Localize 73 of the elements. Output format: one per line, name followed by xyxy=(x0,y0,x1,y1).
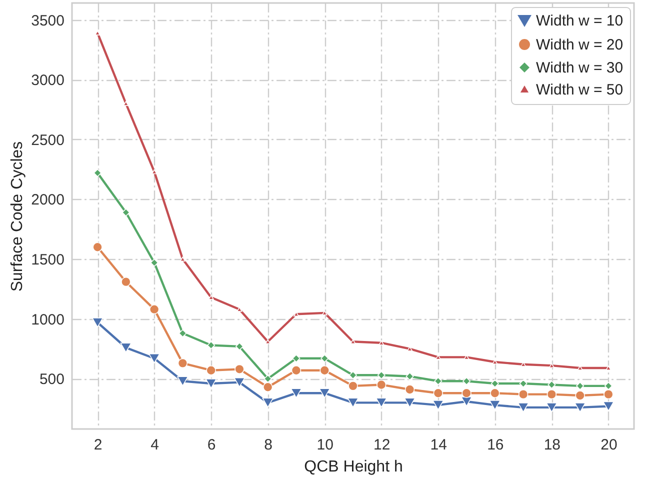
y-tick-label: 1000 xyxy=(31,311,64,328)
y-tick-label: 3500 xyxy=(31,12,64,30)
point xyxy=(604,382,612,390)
point xyxy=(404,398,416,408)
point xyxy=(92,242,102,252)
point xyxy=(120,342,132,353)
point xyxy=(490,388,500,398)
x-tick-label: 16 xyxy=(487,436,504,454)
point xyxy=(150,258,158,267)
point xyxy=(234,377,246,388)
point xyxy=(378,340,384,346)
point xyxy=(460,396,472,406)
point xyxy=(462,388,472,398)
x-tick-label: 10 xyxy=(316,436,334,454)
point xyxy=(347,398,359,408)
point xyxy=(349,371,357,380)
x-tick-label: 20 xyxy=(600,436,618,454)
x-tick-label: 6 xyxy=(207,436,216,454)
y-axis-title: Surface Code Cycles xyxy=(9,141,26,292)
point xyxy=(148,353,160,364)
point xyxy=(433,388,444,398)
point xyxy=(518,389,528,400)
point xyxy=(546,389,557,400)
point xyxy=(434,377,442,386)
point xyxy=(234,364,244,374)
y-tick-label: 3000 xyxy=(31,72,64,90)
legend-label: Width w = 50 xyxy=(536,82,624,98)
x-axis-title: QCB Height h xyxy=(304,458,403,476)
y-tick-label: 2500 xyxy=(31,132,64,149)
point xyxy=(290,388,302,398)
legend-label: Width w = 10 xyxy=(536,12,624,30)
point xyxy=(602,401,614,412)
point xyxy=(348,381,358,391)
point xyxy=(178,358,188,368)
point xyxy=(322,310,328,316)
point xyxy=(318,388,330,398)
x-tick-label: 12 xyxy=(374,436,390,454)
legend-label: Width w = 20 xyxy=(536,36,624,54)
point xyxy=(574,402,586,412)
point xyxy=(320,365,330,376)
point xyxy=(575,390,585,400)
point xyxy=(205,378,217,388)
point xyxy=(376,398,388,408)
point xyxy=(121,276,131,287)
x-tick-label: 4 xyxy=(150,436,159,454)
x-tick-label: 14 xyxy=(430,436,447,454)
point xyxy=(207,341,216,350)
point xyxy=(489,400,501,410)
point xyxy=(149,304,160,314)
point xyxy=(264,374,272,383)
x-tick-label: 18 xyxy=(544,436,561,454)
point xyxy=(92,318,104,328)
point xyxy=(406,372,414,380)
point xyxy=(178,329,187,338)
point xyxy=(291,365,302,376)
point xyxy=(604,389,614,400)
y-tick-label: 2000 xyxy=(31,192,64,209)
point xyxy=(262,398,274,408)
x-tick-label: 8 xyxy=(264,436,273,454)
point xyxy=(432,400,444,410)
point xyxy=(518,402,529,412)
point xyxy=(206,365,216,376)
point xyxy=(548,380,556,389)
y-tick-label: 500 xyxy=(39,371,64,388)
point xyxy=(404,384,415,394)
point xyxy=(262,382,273,392)
point xyxy=(177,376,188,386)
y-tick-label: 1500 xyxy=(31,252,64,269)
point xyxy=(377,371,386,380)
point xyxy=(546,402,558,412)
point xyxy=(376,380,386,390)
legend-label: Width w = 30 xyxy=(536,60,624,76)
x-tick-label: 2 xyxy=(94,436,102,454)
